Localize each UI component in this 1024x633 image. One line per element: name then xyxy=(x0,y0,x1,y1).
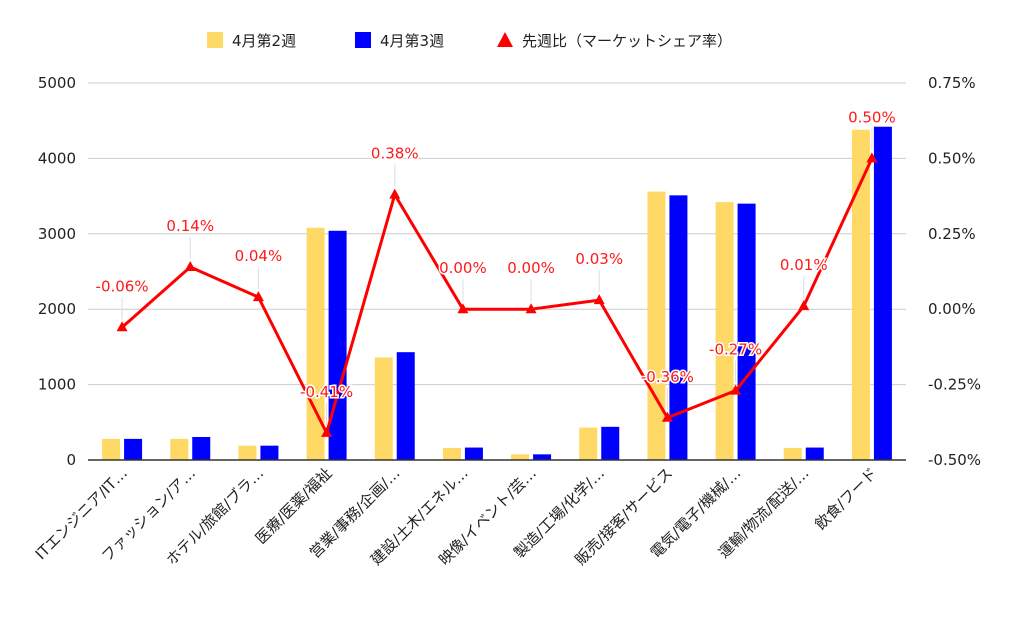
y-left-tick-label: 3000 xyxy=(38,225,76,243)
y-right-tick-label: 0.50% xyxy=(928,149,976,167)
share-change-point xyxy=(184,260,196,271)
bar-week2 xyxy=(442,447,461,460)
y-left-tick-label: 5000 xyxy=(38,74,76,92)
category-label: 飲食/フード xyxy=(811,464,880,533)
bar-week2 xyxy=(783,447,802,460)
bar-week3 xyxy=(464,447,483,460)
bar-week2 xyxy=(102,438,121,460)
share-change-label: 0.00% xyxy=(439,259,487,277)
bar-week3 xyxy=(601,426,620,460)
bar-week3 xyxy=(533,454,552,460)
share-change-label: 0.03% xyxy=(575,250,623,268)
share-change-point xyxy=(252,291,264,302)
bar-week3 xyxy=(669,195,688,460)
bar-week3 xyxy=(260,445,279,460)
data-labels: -0.06% 0.14% 0.04% -0.41% 0.38% 0.00% 0.00% 0.0… xyxy=(94,107,897,425)
bar-week3 xyxy=(805,447,824,460)
bar-week3 xyxy=(873,126,892,461)
bar-week2 xyxy=(238,445,257,460)
legend-share-change-swatch xyxy=(497,32,513,47)
y-left-tick-label: 4000 xyxy=(38,149,76,167)
legend: 4月第2週 4月第3週 先週比（マーケットシェア率） xyxy=(207,32,732,50)
share-change-line xyxy=(121,157,874,435)
share-change-point xyxy=(661,411,673,422)
legend-share-change: 先週比（マーケットシェア率） xyxy=(497,32,732,50)
share-change-label: 0.00% xyxy=(507,259,555,277)
line-series xyxy=(116,152,878,437)
y-right-tick-label: 0.25% xyxy=(928,225,976,243)
bar-week3 xyxy=(396,352,415,460)
share-change-label: -0.27% xyxy=(709,341,762,359)
share-change-point xyxy=(866,152,878,163)
share-change-label: -0.41% xyxy=(300,383,353,401)
y-right-tick-label: 0.75% xyxy=(928,74,976,92)
share-change-point xyxy=(389,188,401,199)
grid xyxy=(88,82,906,386)
legend-week3-swatch xyxy=(355,32,371,48)
bar-series xyxy=(102,126,892,461)
bar-week2 xyxy=(579,427,598,460)
share-change-point xyxy=(730,384,742,395)
share-change-label: 0.38% xyxy=(371,145,419,163)
axes: 0 1000 2000 3000 4000 5000 -0.50% -0.25% 0.00% 0.… xyxy=(32,74,981,569)
bar-week2 xyxy=(374,357,393,460)
legend-share-change-label: 先週比（マーケットシェア率） xyxy=(522,32,732,50)
y-right-tick-label: -0.50% xyxy=(928,451,981,469)
share-change-label: 0.50% xyxy=(848,108,896,126)
legend-week3-label: 4月第3週 xyxy=(380,32,444,50)
legend-week3: 4月第3週 xyxy=(355,32,444,50)
share-change-label: -0.06% xyxy=(96,277,149,295)
share-change-label: 0.01% xyxy=(780,256,828,274)
bar-week2 xyxy=(851,129,870,461)
bar-week3 xyxy=(192,437,211,460)
bar-week2 xyxy=(170,438,189,460)
share-change-point xyxy=(525,303,537,314)
y-left-tick-label: 2000 xyxy=(38,300,76,318)
bar-week3 xyxy=(328,230,347,460)
y-left-tick-label: 1000 xyxy=(38,376,76,394)
share-change-point xyxy=(457,303,469,314)
bar-week2 xyxy=(715,202,734,460)
bar-week3 xyxy=(124,438,143,460)
share-change-label: 0.14% xyxy=(166,217,214,235)
share-change-point xyxy=(798,300,810,311)
y-left-tick-label: 0 xyxy=(66,451,76,469)
bar-week3 xyxy=(737,203,756,460)
share-change-point xyxy=(116,321,128,332)
share-change-point xyxy=(593,294,605,305)
legend-week2-label: 4月第2週 xyxy=(232,32,296,50)
bar-week2 xyxy=(511,454,530,460)
share-change-label: -0.36% xyxy=(641,368,694,386)
bar-week2 xyxy=(647,191,666,461)
y-right-tick-label: -0.25% xyxy=(928,376,981,394)
y-right-tick-label: 0.00% xyxy=(928,300,976,318)
legend-week2-swatch xyxy=(207,32,223,48)
legend-week2: 4月第2週 xyxy=(207,32,296,50)
share-change-point xyxy=(321,426,333,437)
share-change-label: 0.04% xyxy=(235,247,283,265)
